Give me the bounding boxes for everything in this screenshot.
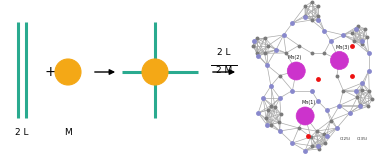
Text: C(35): C(35) (357, 137, 369, 141)
Circle shape (296, 107, 314, 125)
Circle shape (142, 59, 168, 85)
Text: 2 L: 2 L (217, 48, 231, 57)
Text: 2 L: 2 L (15, 128, 29, 137)
Text: 2 M: 2 M (216, 66, 232, 75)
Text: M: M (64, 128, 72, 137)
Text: Mn(3): Mn(3) (335, 45, 350, 50)
Text: Mn(2): Mn(2) (287, 55, 301, 60)
Circle shape (330, 51, 349, 69)
Text: Mn(1): Mn(1) (301, 100, 315, 105)
Circle shape (287, 62, 305, 80)
Text: +: + (44, 65, 56, 79)
Circle shape (55, 59, 81, 85)
Text: C(25): C(25) (339, 137, 351, 141)
